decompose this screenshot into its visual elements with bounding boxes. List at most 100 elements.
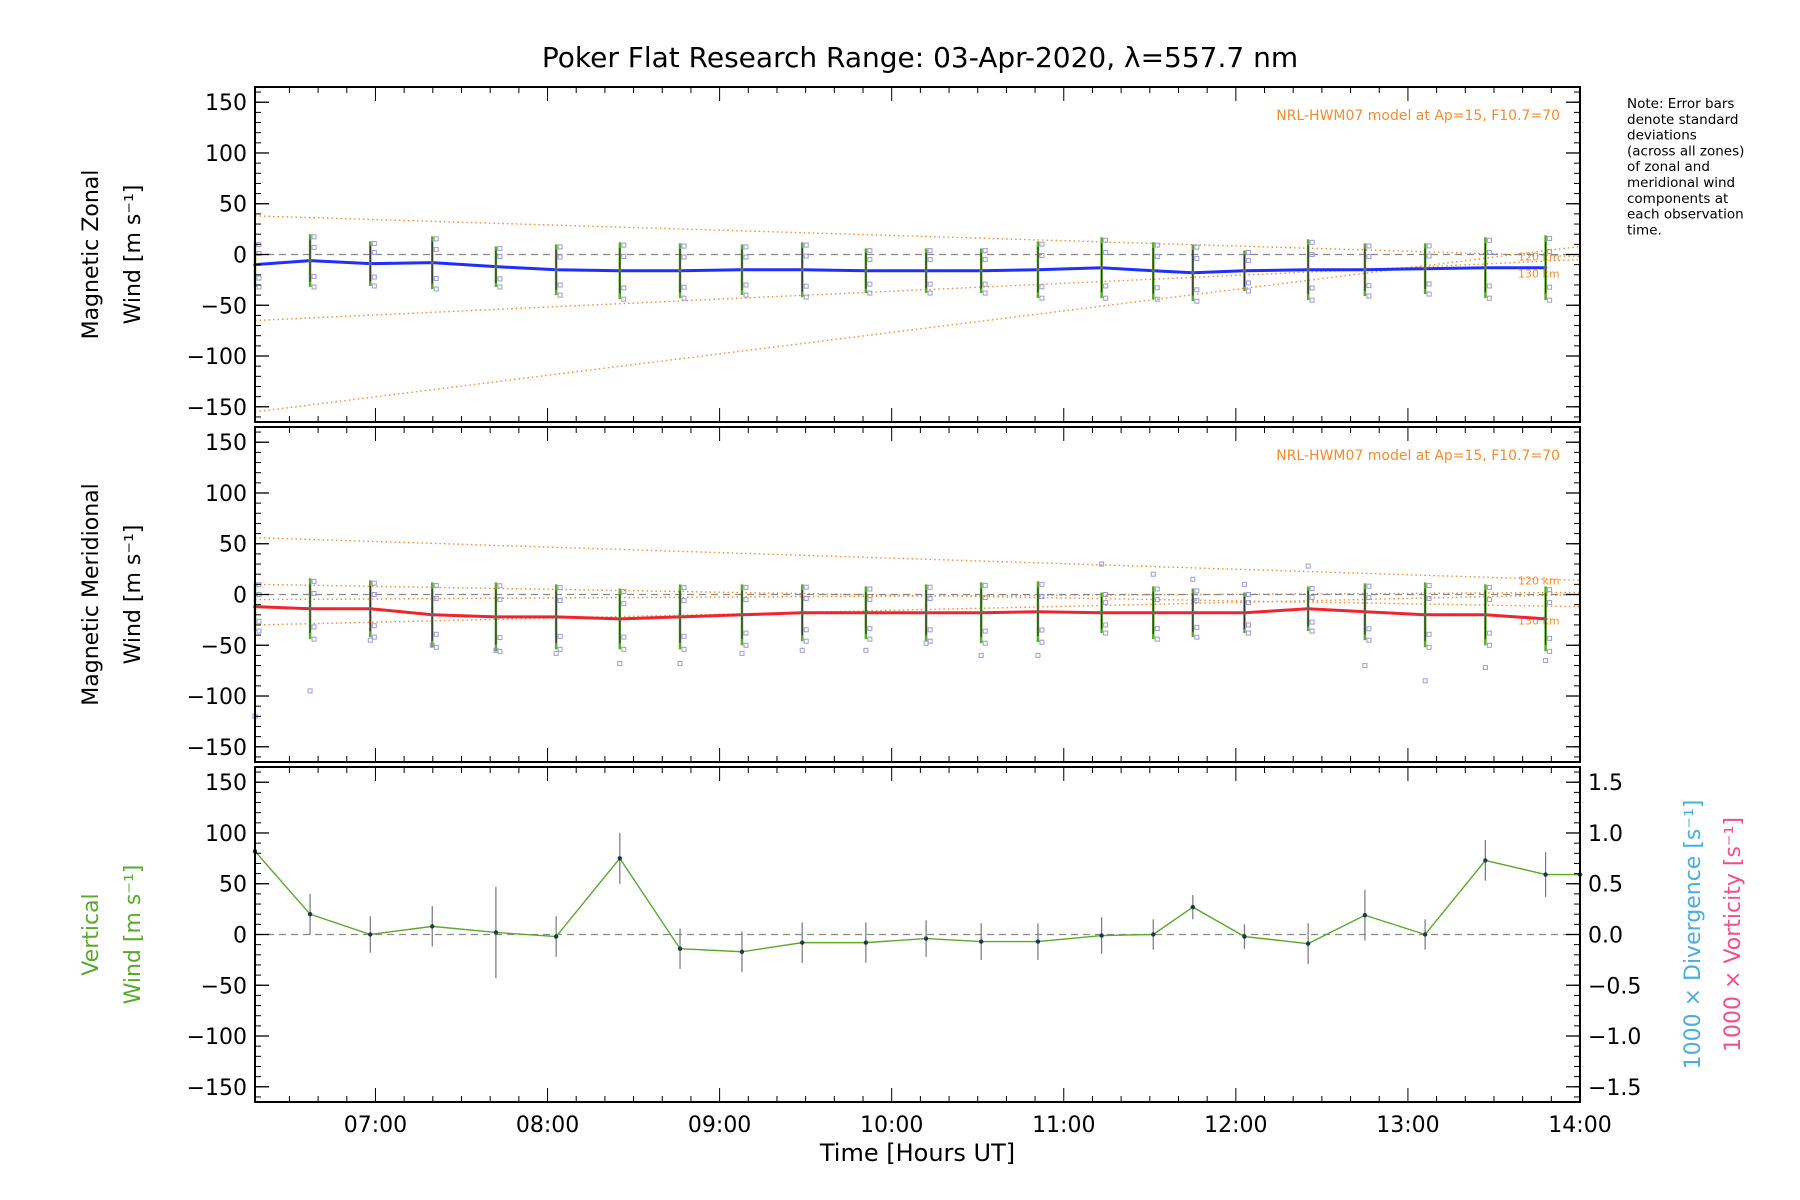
- zone-point: [1482, 665, 1488, 671]
- zone-point: [867, 597, 873, 603]
- zone-point: [1547, 297, 1553, 303]
- zone-point: [799, 647, 805, 653]
- y2-axis-label-divergence: 1000 × Divergence [s⁻¹]: [1681, 800, 1706, 1070]
- zone-point: [497, 254, 503, 260]
- y-tick-label: 50: [219, 193, 247, 218]
- zone-point: [1309, 586, 1315, 592]
- zone-point: [256, 618, 262, 624]
- data-point: [800, 610, 805, 615]
- data-point: [1543, 872, 1548, 877]
- zone-point: [1426, 631, 1432, 637]
- zone-point: [557, 254, 563, 260]
- data-point: [1242, 268, 1247, 273]
- data-point: [430, 924, 435, 929]
- zone-point: [1547, 248, 1553, 254]
- data-point: [553, 934, 559, 939]
- zone-point: [1039, 284, 1045, 290]
- y-tick-label: −50: [201, 974, 247, 999]
- model-km-label: 120 km: [1518, 574, 1560, 587]
- data-point: [1036, 267, 1040, 272]
- zone-point: [1245, 249, 1251, 255]
- zone-point: [311, 624, 317, 630]
- y-tick-label: 150: [205, 771, 247, 796]
- zone-point: [621, 646, 627, 652]
- data-point: [368, 932, 373, 937]
- y-axis-label: Wind [m s⁻¹]: [121, 525, 146, 665]
- zone-point: [982, 248, 988, 254]
- y-tick-label: 50: [219, 533, 247, 558]
- data-point: [924, 610, 928, 615]
- zone-point: [803, 584, 809, 590]
- data-point: [979, 268, 983, 273]
- zone-point: [867, 290, 873, 296]
- zone-point: [927, 584, 933, 590]
- data-point: [1423, 266, 1427, 271]
- zone-point: [1190, 576, 1196, 582]
- data-point: [678, 268, 682, 273]
- data-point: [430, 613, 435, 617]
- model-curve: [254, 215, 1581, 258]
- zone-point: [1154, 242, 1160, 248]
- zone-point: [1309, 285, 1315, 291]
- zone-point: [1366, 595, 1372, 601]
- y-tick-label: 100: [205, 822, 247, 847]
- zone-point: [1103, 592, 1109, 597]
- zone-point: [433, 631, 439, 637]
- zone-point: [867, 636, 873, 642]
- zone-point: [497, 583, 503, 589]
- data-point: [1423, 613, 1427, 617]
- zone-point: [497, 245, 503, 251]
- y-axis-label: Magnetic Meridional: [79, 483, 104, 705]
- zone-point: [371, 592, 377, 597]
- y-tick-label: −100: [187, 685, 247, 710]
- panel-meridional: NRL-HWM07 model at Ap=15, F10.7=70 120 km…: [79, 426, 1581, 763]
- model-curve: [254, 258, 1581, 322]
- zone-point: [433, 236, 439, 242]
- data-point: [1099, 610, 1104, 615]
- data-point: [1306, 606, 1310, 611]
- zone-point: [1366, 243, 1372, 249]
- zone-point: [433, 596, 439, 602]
- note-line: of zonal and: [1627, 159, 1710, 175]
- zone-point: [867, 248, 873, 254]
- data-point: [554, 267, 558, 272]
- zone-point: [743, 292, 749, 298]
- x-tick-label: 08:00: [516, 1113, 579, 1138]
- zone-point: [1245, 630, 1251, 636]
- zone-point: [867, 281, 873, 287]
- model-curve: [254, 593, 1581, 626]
- zone-point: [1103, 295, 1109, 301]
- data-point: [1363, 609, 1367, 614]
- zone-point: [557, 598, 563, 604]
- zone-point: [1547, 648, 1553, 654]
- zone-point: [743, 282, 749, 288]
- zone-point: [867, 586, 873, 592]
- zone-point: [681, 295, 687, 301]
- zone-point: [1194, 244, 1200, 250]
- data-point: [307, 911, 313, 917]
- y-tick-label: 100: [205, 482, 247, 507]
- zone-point: [1154, 296, 1160, 302]
- zone-point: [1194, 588, 1200, 594]
- x-tick-label: 11:00: [1032, 1113, 1095, 1138]
- zone-point: [311, 284, 317, 290]
- data-point: [430, 260, 435, 265]
- data-point: [1483, 265, 1488, 270]
- zone-point: [1039, 627, 1045, 633]
- zone-point: [1035, 652, 1041, 658]
- data-point: [554, 615, 558, 619]
- zone-point: [927, 248, 933, 254]
- data-point: [617, 856, 623, 861]
- y-tick-label: 0: [233, 584, 247, 609]
- data-point: [618, 268, 622, 273]
- zone-point: [1039, 253, 1045, 259]
- zone-point: [621, 242, 627, 248]
- data-point: [368, 606, 373, 611]
- y-tick-label: −50: [201, 294, 247, 319]
- zone-point: [1426, 253, 1432, 259]
- data-point: [864, 610, 868, 615]
- panel-zonal: NRL-HWM07 model at Ap=15, F10.7=70 120 km…: [79, 86, 1581, 423]
- y-tick-label: 150: [205, 91, 247, 116]
- data-point: [308, 606, 312, 611]
